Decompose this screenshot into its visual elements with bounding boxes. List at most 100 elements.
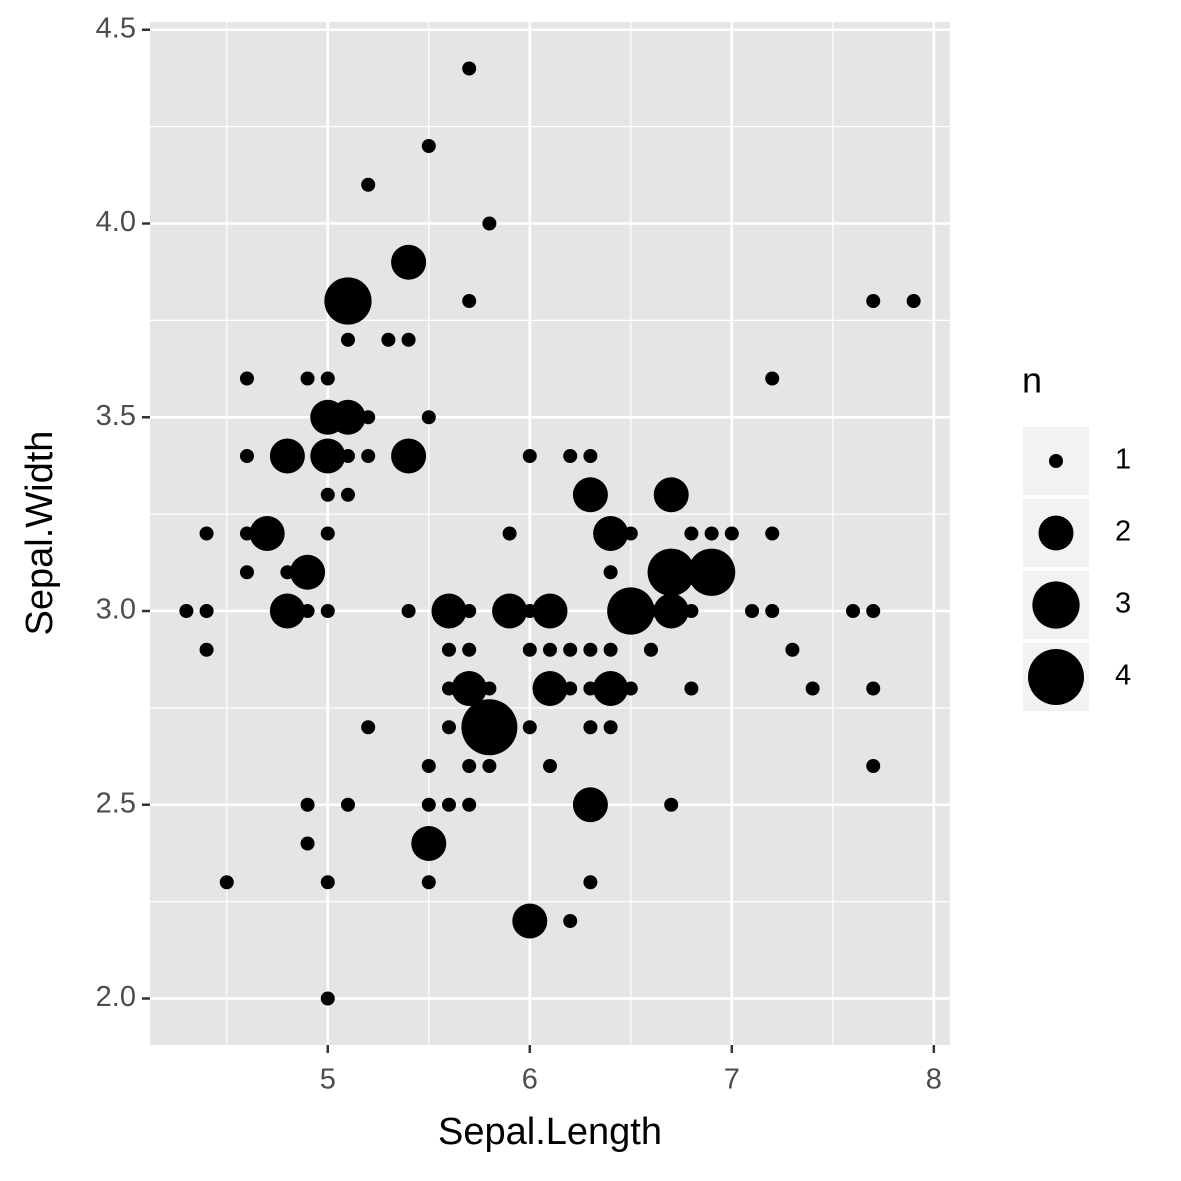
legend-point xyxy=(1049,454,1063,468)
legend-label: 3 xyxy=(1115,588,1131,620)
point xyxy=(269,593,305,629)
point xyxy=(462,759,477,773)
point xyxy=(411,826,447,861)
x-tick-label: 7 xyxy=(724,1064,740,1096)
point xyxy=(310,438,346,474)
point xyxy=(320,526,335,541)
point xyxy=(290,554,326,590)
point xyxy=(451,671,487,706)
point xyxy=(482,681,497,696)
point xyxy=(361,449,376,463)
point xyxy=(572,477,608,513)
point xyxy=(543,642,557,657)
point xyxy=(300,836,315,851)
point xyxy=(441,720,456,735)
y-tick-label: 3.5 xyxy=(96,400,136,432)
point xyxy=(361,177,376,192)
point xyxy=(532,671,568,706)
point xyxy=(421,410,436,425)
legend-label: 2 xyxy=(1115,516,1131,548)
point xyxy=(330,399,366,435)
legend-point xyxy=(1032,581,1080,629)
point xyxy=(179,604,194,618)
point xyxy=(320,991,335,1006)
point xyxy=(684,604,699,618)
point xyxy=(906,294,921,308)
point xyxy=(583,875,598,890)
point xyxy=(340,487,355,502)
y-tick-label: 2.5 xyxy=(96,787,136,819)
point xyxy=(401,332,416,347)
point xyxy=(583,642,598,657)
point xyxy=(462,61,477,76)
point xyxy=(391,244,427,280)
point xyxy=(543,759,557,773)
point xyxy=(583,449,598,463)
point xyxy=(300,604,315,618)
point xyxy=(785,642,800,657)
point xyxy=(765,371,780,386)
point xyxy=(704,526,719,541)
point xyxy=(563,642,578,657)
point xyxy=(684,526,699,541)
point xyxy=(866,604,881,618)
point xyxy=(324,277,372,325)
point xyxy=(512,903,548,939)
point xyxy=(687,548,736,596)
point xyxy=(300,371,315,386)
legend-title: n xyxy=(1022,360,1042,401)
point xyxy=(219,875,234,890)
point xyxy=(462,294,477,308)
y-tick-label: 2.0 xyxy=(96,981,136,1013)
point xyxy=(320,371,335,386)
point xyxy=(441,642,456,657)
point xyxy=(199,642,214,657)
point xyxy=(431,593,467,629)
point xyxy=(765,604,780,618)
point xyxy=(269,438,305,474)
y-tick-label: 4.0 xyxy=(96,206,136,238)
point xyxy=(607,587,655,635)
point xyxy=(492,593,528,629)
x-tick-label: 6 xyxy=(522,1064,538,1096)
legend-label: 1 xyxy=(1115,444,1131,476)
point xyxy=(300,797,315,812)
point xyxy=(320,487,335,502)
point xyxy=(401,604,416,618)
point xyxy=(361,410,376,425)
point xyxy=(623,681,638,696)
point xyxy=(563,914,578,928)
point xyxy=(593,671,629,706)
point xyxy=(653,593,689,629)
point xyxy=(684,681,699,696)
point xyxy=(320,875,335,890)
point xyxy=(239,449,254,463)
point xyxy=(421,875,436,890)
point xyxy=(462,797,477,812)
point xyxy=(462,604,477,618)
point xyxy=(583,720,598,735)
point xyxy=(381,332,396,347)
point xyxy=(482,759,497,773)
point xyxy=(421,797,436,812)
y-axis-title: Sepal.Width xyxy=(19,431,61,636)
point xyxy=(340,332,355,347)
point xyxy=(765,526,780,541)
point xyxy=(522,720,537,735)
point xyxy=(866,681,881,696)
point xyxy=(866,294,881,308)
point xyxy=(623,526,638,541)
point xyxy=(603,642,618,657)
point xyxy=(340,797,355,812)
x-tick-label: 8 xyxy=(926,1064,942,1096)
point xyxy=(603,565,618,580)
point xyxy=(603,720,618,735)
point xyxy=(361,720,376,735)
point xyxy=(462,642,477,657)
point xyxy=(320,604,335,618)
point xyxy=(866,759,881,773)
point xyxy=(664,797,679,812)
point xyxy=(593,516,629,551)
point xyxy=(441,797,456,812)
